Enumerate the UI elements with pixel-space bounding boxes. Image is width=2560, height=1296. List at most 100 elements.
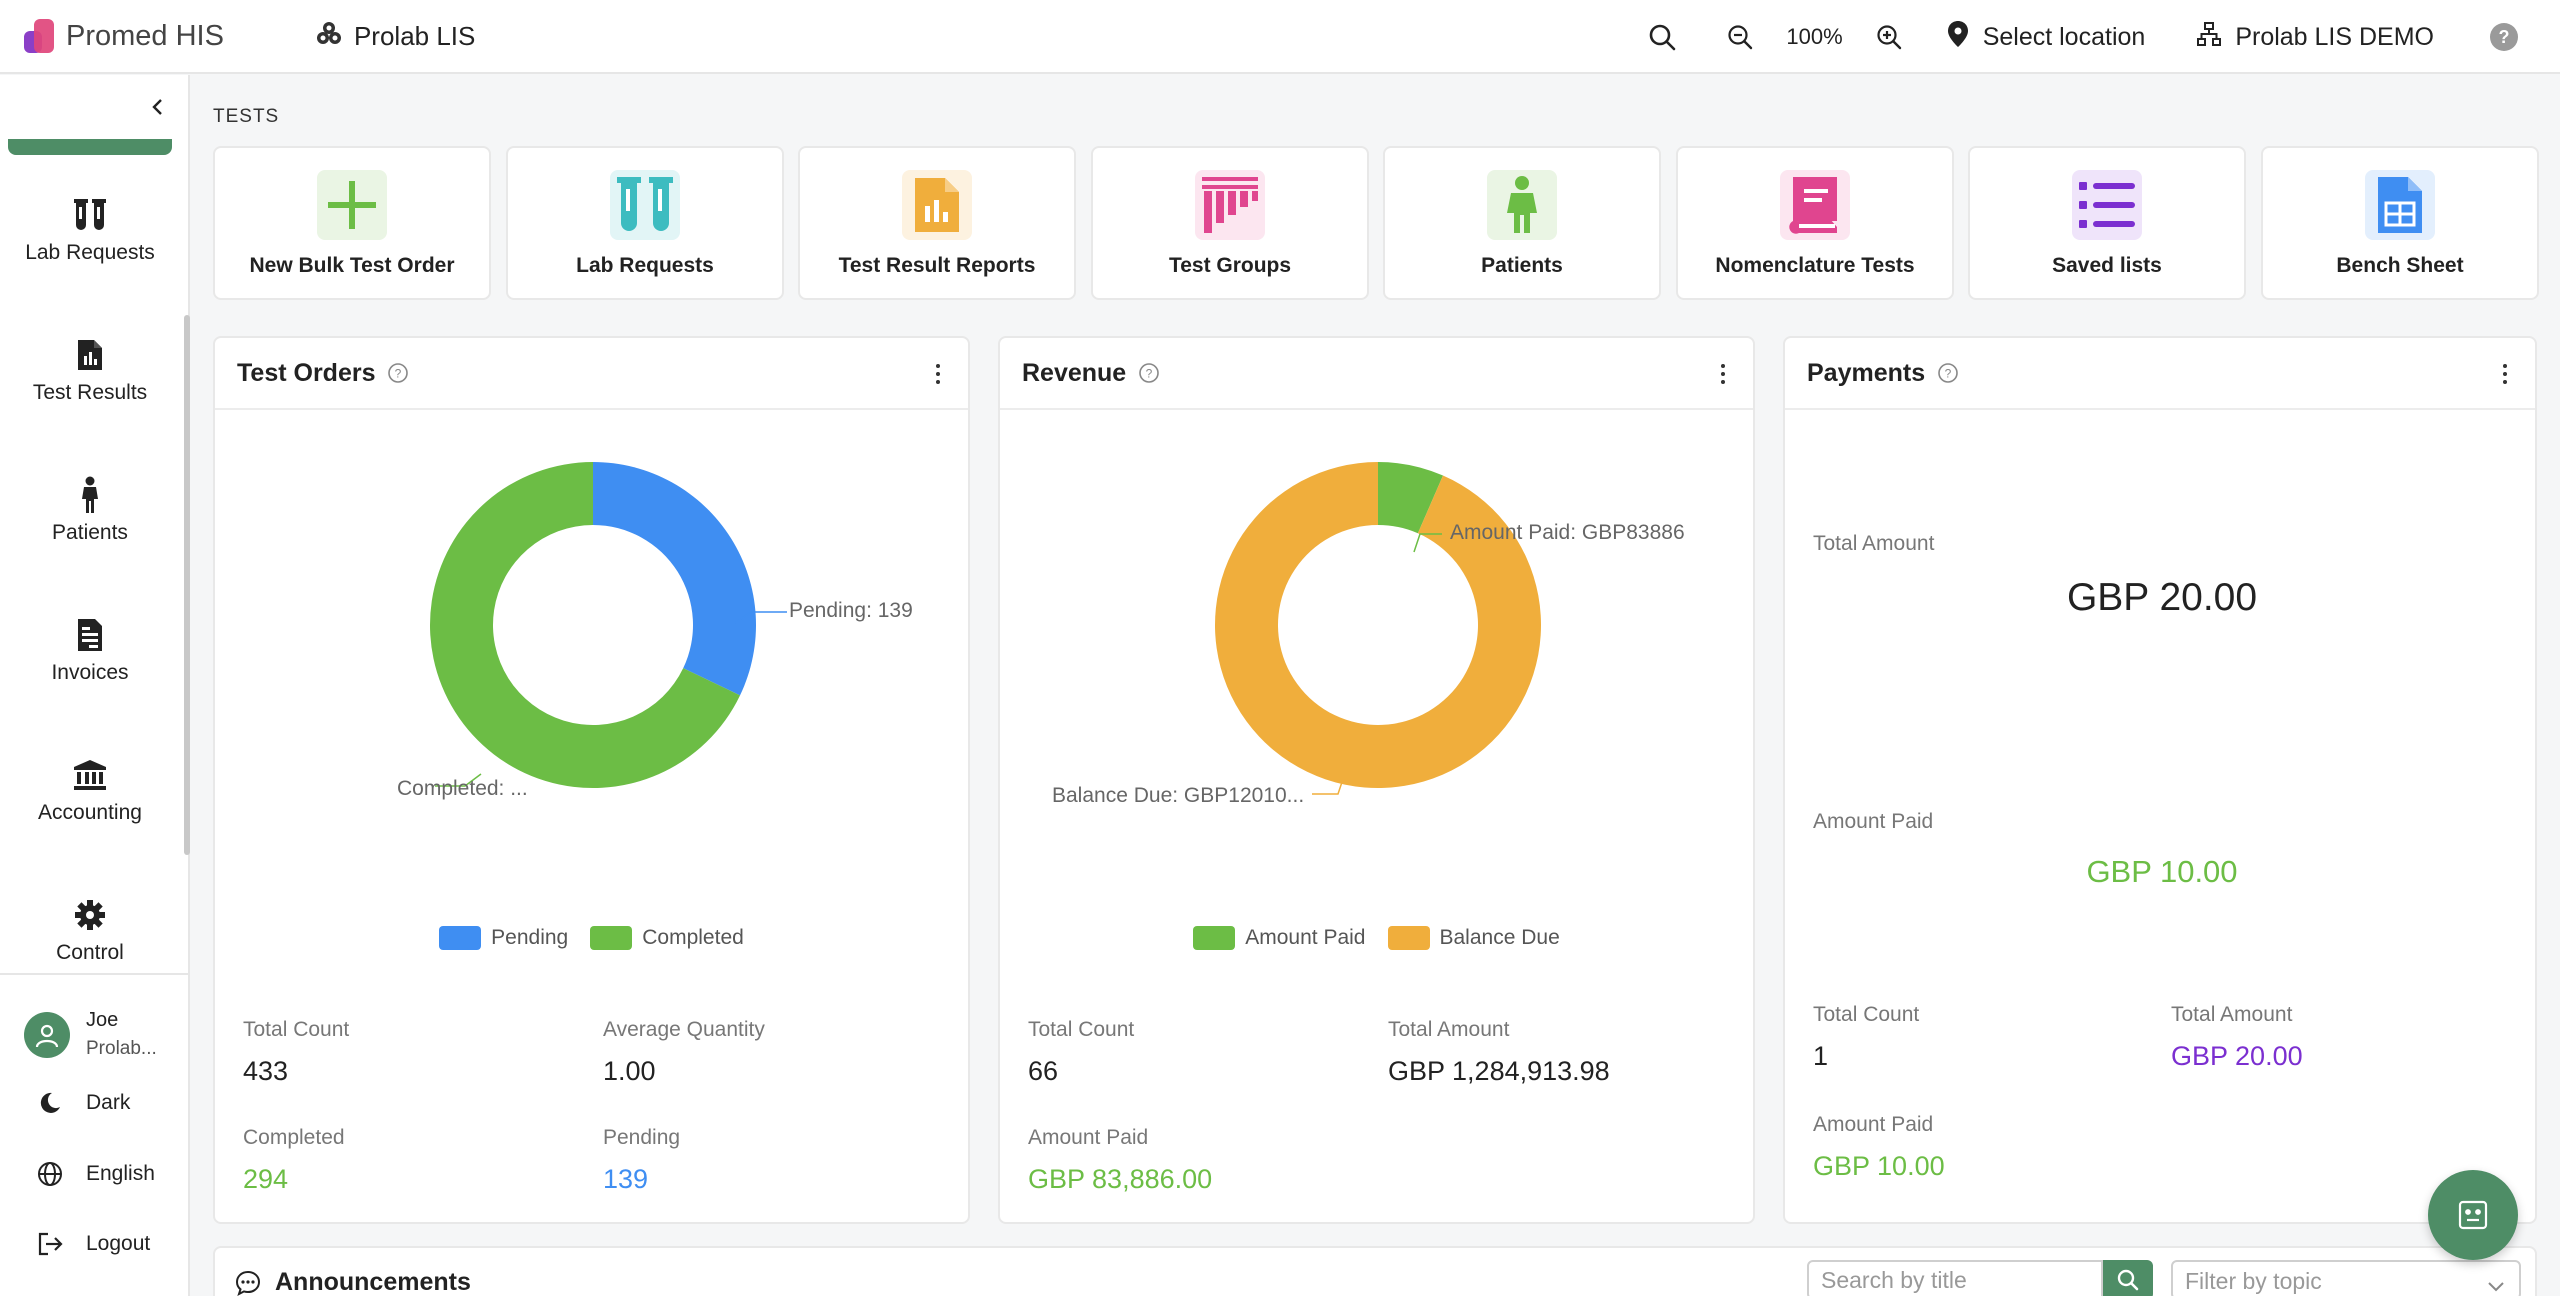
user-name: Joe bbox=[86, 1009, 119, 1031]
assistant-button[interactable] bbox=[2428, 1170, 2518, 1260]
location-selector[interactable]: Select location bbox=[1947, 20, 2146, 55]
lab-switcher[interactable]: Prolab LIS bbox=[316, 21, 475, 52]
pending-data-label: Pending: 139 bbox=[789, 599, 913, 622]
report-icon bbox=[902, 170, 972, 240]
legend-item-balance-due[interactable]: Balance Due bbox=[1387, 926, 1560, 950]
tile-saved-lists[interactable]: Saved lists bbox=[1968, 146, 2246, 300]
sidebar-item-label: Test Results bbox=[32, 381, 148, 404]
info-icon[interactable]: ? bbox=[387, 362, 409, 384]
stat-value: 1.00 bbox=[603, 1056, 656, 1086]
collapse-sidebar-button[interactable] bbox=[146, 95, 170, 119]
stat-value: 294 bbox=[243, 1164, 289, 1194]
more-options-icon[interactable] bbox=[936, 364, 940, 384]
sidebar-item-label: Control bbox=[56, 941, 124, 964]
stat-pending: Pending 139 bbox=[603, 1126, 680, 1195]
sidebar-item-lab-requests[interactable]: Lab Requests bbox=[0, 195, 180, 265]
more-options-icon[interactable] bbox=[2503, 364, 2507, 384]
revenue-card: Revenue ? Amount Paid: GBP83886 Balance … bbox=[998, 336, 1755, 1224]
tile-test-result-reports[interactable]: Test Result Reports bbox=[798, 146, 1076, 300]
moon-icon bbox=[34, 1091, 66, 1115]
tile-nomenclature-tests[interactable]: Nomenclature Tests bbox=[1676, 146, 1954, 300]
legend-item-completed[interactable]: Completed bbox=[590, 926, 744, 950]
sidebar-scrollbar[interactable] bbox=[184, 315, 190, 855]
info-icon[interactable]: ? bbox=[1138, 362, 1160, 384]
search-icon[interactable] bbox=[1642, 17, 1682, 57]
stat-value: GBP 83,886.00 bbox=[1028, 1164, 1213, 1194]
logout-button[interactable]: Logout bbox=[34, 1231, 150, 1257]
topic-filter-select[interactable]: Filter by topic bbox=[2171, 1260, 2521, 1296]
zoom-out-icon[interactable] bbox=[1720, 17, 1760, 57]
sidebar-item-control[interactable]: Control bbox=[0, 895, 180, 965]
tile-label: New Bulk Test Order bbox=[249, 254, 455, 277]
user-menu[interactable]: Joe Prolab... bbox=[24, 1009, 157, 1060]
zoom-in-icon[interactable] bbox=[1869, 17, 1909, 57]
active-indicator bbox=[8, 139, 172, 155]
more-options-icon[interactable] bbox=[1721, 364, 1725, 384]
brand-logo bbox=[24, 19, 56, 53]
search-button[interactable] bbox=[2103, 1260, 2153, 1296]
stat-amount-paid: Amount Paid GBP 10.00 bbox=[1813, 1113, 1945, 1182]
amount-paid-slice[interactable] bbox=[1378, 462, 1444, 534]
stat-label: Amount Paid bbox=[1028, 1126, 1149, 1149]
sitemap-icon bbox=[2197, 21, 2222, 53]
balance-due-slice[interactable] bbox=[1215, 462, 1541, 788]
sidebar-item-accounting[interactable]: Accounting bbox=[0, 755, 180, 825]
svg-text:?: ? bbox=[395, 367, 402, 381]
legend-item-pending[interactable]: Pending bbox=[439, 926, 568, 950]
sidebar-item-label: Lab Requests bbox=[25, 241, 155, 264]
stat-total-amount: Total Amount GBP 20.00 bbox=[2171, 1003, 2303, 1072]
stat-total-count: Total Count 66 bbox=[1028, 1018, 1134, 1087]
theme-label: Dark bbox=[86, 1091, 131, 1114]
tile-label: Lab Requests bbox=[576, 254, 714, 277]
sidebar-item-test-results[interactable]: Test Results bbox=[0, 335, 180, 405]
section-label-tests: TESTS bbox=[213, 106, 280, 127]
test-orders-donut-chart: Pending: 139 Completed: ... bbox=[397, 462, 913, 800]
logout-label: Logout bbox=[86, 1232, 151, 1255]
book-icon bbox=[1780, 170, 1850, 240]
tile-bench-sheet[interactable]: Bench Sheet bbox=[2261, 146, 2539, 300]
sidebar-item-invoices[interactable]: Invoices bbox=[0, 615, 180, 685]
stat-value: GBP 20.00 bbox=[2171, 1041, 2303, 1071]
completed-slice[interactable] bbox=[430, 462, 741, 788]
legend-label: Pending bbox=[491, 926, 569, 949]
pending-slice[interactable] bbox=[593, 462, 756, 696]
grid-icon bbox=[1195, 170, 1265, 240]
tile-new-bulk-test-order[interactable]: New Bulk Test Order bbox=[213, 146, 491, 300]
stat-value: GBP 10.00 bbox=[1813, 1151, 1945, 1181]
stat-label: Average Quantity bbox=[603, 1018, 765, 1041]
help-icon[interactable]: ? bbox=[2484, 17, 2524, 57]
tile-patients[interactable]: Patients bbox=[1383, 146, 1661, 300]
info-icon[interactable]: ? bbox=[1937, 362, 1959, 384]
plus-icon bbox=[317, 170, 387, 240]
payments-amount-paid-value: GBP 10.00 bbox=[2086, 854, 2238, 889]
paid-data-label: Amount Paid: GBP83886 bbox=[1450, 521, 1685, 544]
organization-selector[interactable]: Prolab LIS DEMO bbox=[2197, 21, 2434, 53]
pending-leader-line bbox=[734, 611, 787, 624]
svg-text:?: ? bbox=[1945, 367, 1952, 381]
legend-swatch bbox=[1193, 926, 1236, 950]
sheet-icon bbox=[2365, 170, 2435, 240]
tile-test-groups[interactable]: Test Groups bbox=[1091, 146, 1369, 300]
person-icon bbox=[1487, 170, 1557, 240]
tile-label: Test Groups bbox=[1168, 254, 1292, 277]
stat-label: Completed bbox=[243, 1126, 345, 1149]
zoom-level: 100% bbox=[1786, 24, 1843, 49]
legend-item-amount-paid[interactable]: Amount Paid bbox=[1193, 926, 1366, 950]
tile-label: Bench Sheet bbox=[2336, 254, 2464, 277]
search-input[interactable] bbox=[1807, 1260, 2103, 1296]
legend-swatch bbox=[1387, 926, 1430, 950]
stat-average-quantity: Average Quantity 1.00 bbox=[603, 1018, 765, 1087]
organization-name: Prolab LIS DEMO bbox=[2235, 22, 2434, 51]
location-label: Select location bbox=[1982, 22, 2146, 51]
tile-lab-requests[interactable]: Lab Requests bbox=[506, 146, 784, 300]
language-selector[interactable]: English bbox=[34, 1161, 155, 1187]
map-pin-icon bbox=[1947, 20, 1969, 55]
lab-name: Prolab LIS bbox=[353, 20, 476, 51]
sidebar-item-patients[interactable]: Patients bbox=[0, 475, 180, 545]
chat-bubble-icon bbox=[235, 1270, 261, 1296]
theme-toggle[interactable]: Dark bbox=[34, 1091, 130, 1115]
robot-icon bbox=[2458, 1200, 2488, 1230]
card-title: Test Orders bbox=[237, 358, 376, 387]
brand[interactable]: Promed HIS bbox=[24, 19, 224, 53]
sidebar-item-label: Accounting bbox=[38, 801, 142, 824]
